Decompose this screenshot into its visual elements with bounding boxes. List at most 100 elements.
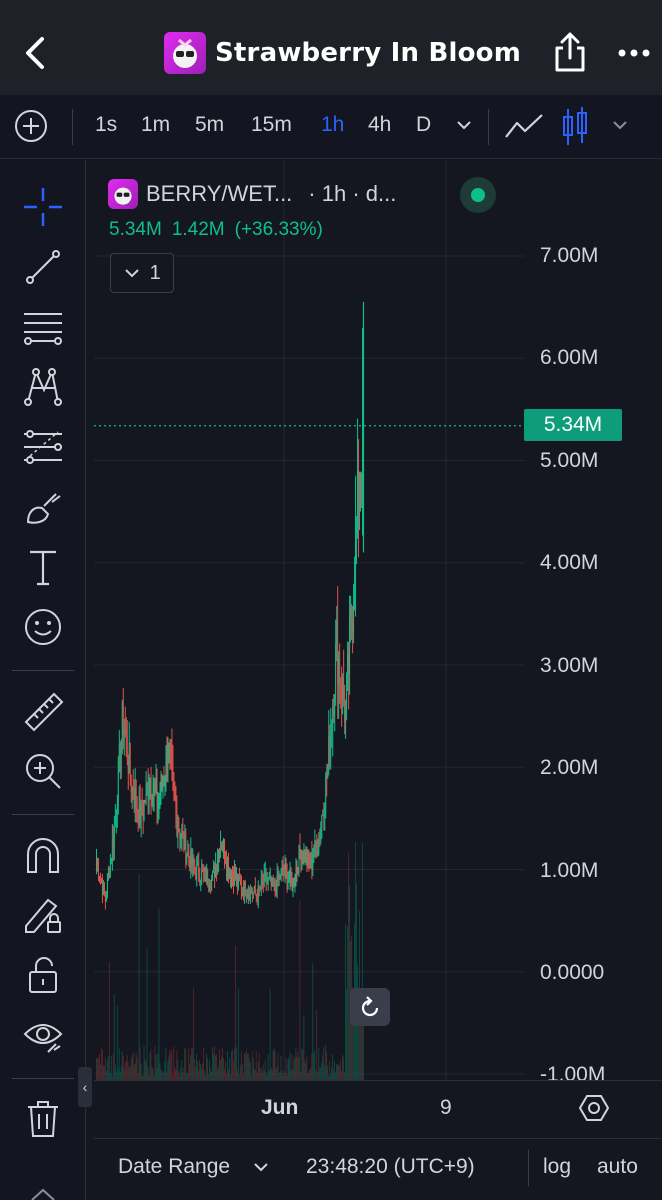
remove-drawings-tool[interactable] xyxy=(18,1094,68,1144)
volume-bar xyxy=(260,1068,262,1080)
indicators-count: 1 xyxy=(149,261,161,284)
text-tool[interactable] xyxy=(18,542,68,592)
volume-bar xyxy=(154,1046,156,1080)
candle-body xyxy=(209,886,210,888)
time-axis[interactable] xyxy=(94,1080,662,1138)
volume-bar xyxy=(110,1055,112,1080)
volume-bar xyxy=(293,1056,295,1080)
log-scale-toggle[interactable]: log xyxy=(543,1155,572,1178)
candle-body xyxy=(121,702,123,743)
timeframe-4h[interactable]: 4h xyxy=(368,113,392,136)
candle-body xyxy=(122,702,124,735)
candle-body xyxy=(311,854,313,868)
volume-bar xyxy=(150,1049,152,1080)
candle-body xyxy=(193,857,195,867)
candle-body xyxy=(178,828,180,831)
candle-body xyxy=(198,862,200,878)
legend-symbol[interactable]: BERRY/WET... xyxy=(146,181,293,206)
volume-bar xyxy=(339,1065,340,1080)
horizontal-lines-tool[interactable] xyxy=(18,302,68,352)
candle-body xyxy=(124,729,126,731)
toolbar-collapse-button[interactable]: ‹ xyxy=(78,1067,92,1107)
timeframe-1h[interactable]: 1h xyxy=(321,113,345,136)
volume-bar xyxy=(143,1046,145,1080)
reset-chart-button[interactable] xyxy=(350,988,390,1026)
visibility-tool[interactable] xyxy=(18,1010,68,1060)
candle-body xyxy=(347,654,348,678)
more-dots-icon[interactable] xyxy=(616,40,652,66)
indicators-collapse-button[interactable]: 1 xyxy=(110,253,174,293)
auto-scale-toggle[interactable]: auto xyxy=(597,1155,638,1178)
settings-hexagon-icon[interactable] xyxy=(578,1092,610,1124)
more-tools[interactable] xyxy=(18,1170,68,1200)
price-axis-label: 3.00M xyxy=(540,654,599,677)
volume-bar xyxy=(133,1064,135,1080)
candle-body xyxy=(329,736,331,762)
lock-drawing-tool[interactable] xyxy=(18,890,68,940)
candle-body xyxy=(313,855,315,861)
chart-type-chevron-down-icon[interactable] xyxy=(610,115,630,135)
share-icon[interactable] xyxy=(552,30,588,74)
volume-bar xyxy=(360,1010,361,1080)
fib-tool[interactable] xyxy=(18,422,68,472)
chart-legend[interactable]: BERRY/WET... · 1h · d... xyxy=(108,176,396,212)
back-chevron-icon[interactable] xyxy=(18,33,52,73)
candle-body xyxy=(256,896,258,901)
candle-body xyxy=(211,878,212,889)
zoom-tool[interactable] xyxy=(18,746,68,796)
candle-body xyxy=(140,804,142,825)
volume-bar xyxy=(232,1060,234,1080)
candle-body xyxy=(349,617,350,674)
candle-body xyxy=(226,862,227,871)
timezone-clock[interactable]: 23:48:20 (UTC+9) xyxy=(306,1155,475,1178)
volume-bar xyxy=(155,1054,157,1080)
candle-body xyxy=(348,654,349,674)
text-icon xyxy=(30,550,56,586)
timeframe-toolbar: 1s 1m 5m 15m 1h 4h D xyxy=(0,95,662,159)
volume-bar xyxy=(134,1063,136,1080)
candle-body xyxy=(334,697,336,717)
date-range-button[interactable]: Date Range xyxy=(118,1155,231,1178)
line-chart-icon[interactable] xyxy=(503,109,545,143)
volume-bar xyxy=(135,1052,137,1080)
magnet-tool[interactable] xyxy=(18,830,68,880)
candle-body xyxy=(353,605,354,632)
trend-line-tool[interactable] xyxy=(18,242,68,292)
timeframe-15m[interactable]: 15m xyxy=(251,113,292,136)
timeframe-5m[interactable]: 5m xyxy=(195,113,225,136)
volume-bar xyxy=(113,994,115,1080)
volume-bar xyxy=(127,1062,129,1080)
candlestick-chart-icon[interactable] xyxy=(560,105,590,149)
add-symbol-icon[interactable] xyxy=(14,109,48,143)
ruler-tool[interactable] xyxy=(18,686,68,736)
price-axis-label: 1.00M xyxy=(540,859,599,882)
candle-body xyxy=(104,894,106,902)
volume-bar xyxy=(341,1071,342,1080)
candle-body xyxy=(337,620,338,685)
candle-body xyxy=(118,743,120,759)
candle-body xyxy=(362,391,363,495)
candle-body xyxy=(137,810,139,824)
timeframe-d[interactable]: D xyxy=(416,113,432,136)
timeframe-1s[interactable]: 1s xyxy=(95,113,118,136)
brush-tool[interactable] xyxy=(18,482,68,532)
crosshair-tool[interactable] xyxy=(18,182,68,232)
timeframe-chevron-down-icon[interactable] xyxy=(454,115,474,135)
candle-body xyxy=(143,800,145,818)
candle-body xyxy=(191,849,193,865)
drawing-toolbar xyxy=(0,160,86,1200)
timeframe-1m[interactable]: 1m xyxy=(141,113,171,136)
date-range-chevron-down-icon[interactable] xyxy=(252,1158,270,1176)
unlock-tool[interactable] xyxy=(18,950,68,1000)
candle-body xyxy=(280,869,282,880)
volume-bar xyxy=(310,1067,312,1080)
chart-canvas[interactable] xyxy=(94,160,662,1080)
candle-body xyxy=(96,859,97,866)
market-status-indicator[interactable] xyxy=(460,177,496,213)
candle-body xyxy=(261,879,263,883)
emoji-tool[interactable] xyxy=(18,602,68,652)
volume-bar xyxy=(179,1075,181,1080)
candle-body xyxy=(205,867,206,882)
pattern-tool[interactable] xyxy=(18,362,68,412)
volume-bar xyxy=(220,1059,221,1080)
